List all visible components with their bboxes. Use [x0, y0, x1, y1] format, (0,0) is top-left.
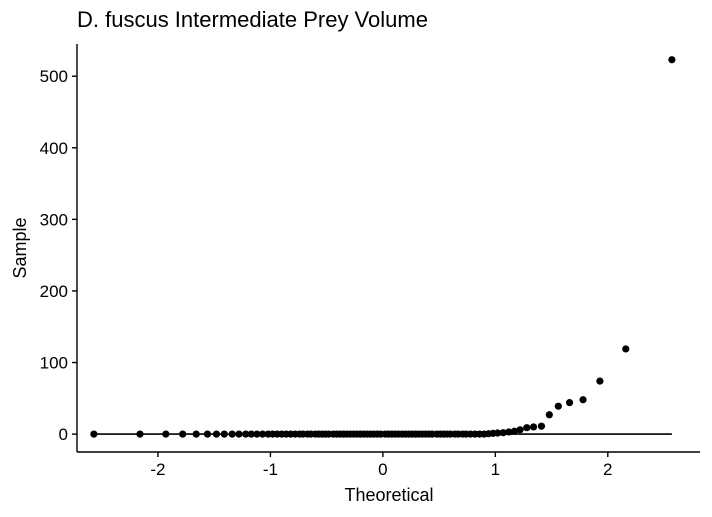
data-point	[235, 430, 243, 438]
data-point	[668, 56, 676, 64]
data-point	[622, 345, 630, 353]
plot-area	[90, 56, 676, 438]
y-axis-title: Sample	[10, 217, 30, 278]
data-point	[220, 430, 228, 438]
data-point	[510, 427, 519, 435]
data-point	[228, 430, 236, 438]
y-tick-label: 100	[40, 354, 68, 373]
chart-title: D. fuscus Intermediate Prey Volume	[77, 7, 428, 32]
data-point	[596, 377, 604, 385]
data-point	[554, 402, 562, 410]
data-point	[505, 428, 513, 436]
y-tick-label: 300	[40, 210, 68, 229]
data-point	[179, 430, 187, 438]
data-point	[253, 430, 261, 438]
data-point	[565, 399, 574, 407]
data-point	[537, 422, 546, 430]
data-point	[242, 430, 250, 438]
x-axis-ticks: -2 -1 0 1 2	[150, 452, 613, 479]
data-point	[90, 430, 98, 438]
data-point	[516, 426, 524, 434]
data-point	[136, 430, 144, 438]
y-tick-label: 400	[40, 139, 68, 158]
x-tick-label: 2	[603, 460, 612, 479]
x-axis-title: Theoretical	[344, 485, 433, 505]
data-point	[499, 429, 507, 437]
x-tick-label: -1	[263, 460, 278, 479]
data-point	[529, 423, 538, 431]
y-axis-ticks: 0 100 200 300 400 500	[40, 67, 77, 444]
data-point	[523, 424, 531, 432]
y-tick-label: 500	[40, 67, 68, 86]
data-point	[247, 430, 255, 438]
data-point	[203, 430, 212, 438]
data-point	[258, 430, 267, 438]
data-point	[545, 411, 553, 419]
y-tick-label: 0	[59, 425, 68, 444]
x-tick-label: -2	[150, 460, 165, 479]
data-point	[162, 430, 170, 438]
x-tick-label: 1	[491, 460, 500, 479]
data-point	[212, 430, 221, 438]
data-point	[579, 396, 587, 404]
data-point	[192, 430, 200, 438]
y-tick-label: 200	[40, 282, 68, 301]
data-point	[493, 429, 502, 437]
x-tick-label: 0	[378, 460, 387, 479]
